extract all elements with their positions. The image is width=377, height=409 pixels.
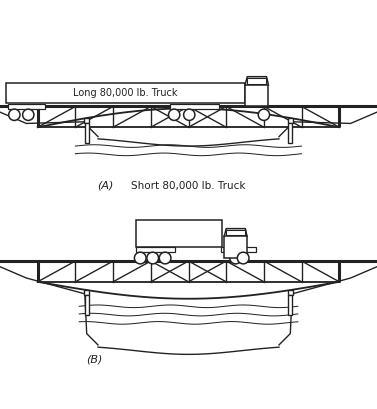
Circle shape [159,252,171,264]
Circle shape [184,109,195,120]
Bar [136,247,175,252]
Circle shape [230,252,242,264]
Circle shape [135,252,146,264]
Bar [247,78,266,84]
Bar [8,104,45,109]
Circle shape [258,109,270,120]
Circle shape [23,109,34,120]
Bar [288,294,292,315]
Bar [224,236,247,258]
Bar [226,230,245,236]
Circle shape [169,109,180,120]
Text: (A): (A) [97,181,114,191]
Text: Long 80,000 lb. Truck: Long 80,000 lb. Truck [73,88,178,98]
Circle shape [238,252,249,264]
Circle shape [147,252,158,264]
Bar [288,118,293,123]
Bar [84,118,89,123]
Text: Short 80,000 lb. Truck: Short 80,000 lb. Truck [131,181,246,191]
Circle shape [9,109,20,120]
Bar [6,83,245,103]
Bar [221,247,256,252]
Bar [85,294,89,315]
Bar [245,85,268,106]
Text: (B): (B) [86,354,103,364]
Bar [136,220,222,247]
Bar [84,290,89,294]
Bar [288,290,293,294]
Bar [170,104,219,109]
Bar [288,123,292,143]
Bar [85,123,89,143]
